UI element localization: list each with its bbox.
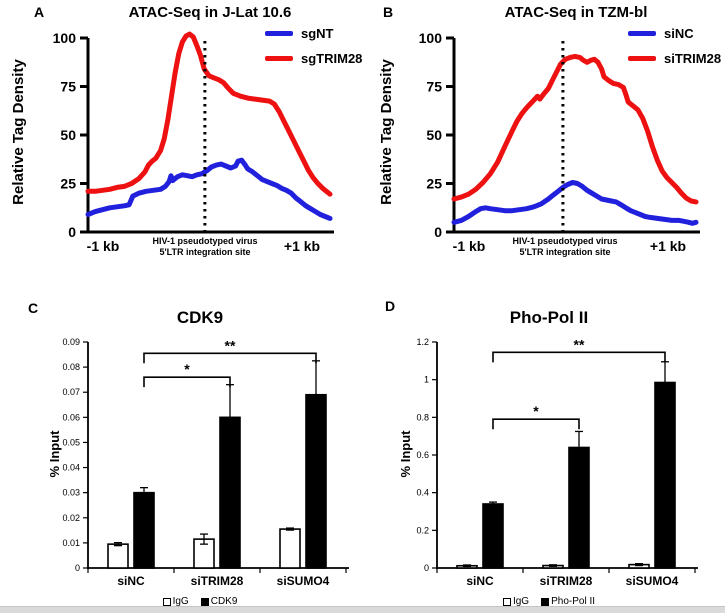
svg-text:siTRIM28: siTRIM28 bbox=[540, 574, 593, 588]
svg-text:1: 1 bbox=[424, 375, 429, 385]
svg-text:siSUMO4: siSUMO4 bbox=[277, 574, 330, 588]
panel-c-chart: 0 0.01 0.02 0.03 0.04 0.05 0.06 0.07 0.08 0.09 siN… bbox=[62, 337, 349, 588]
svg-text:0.08: 0.08 bbox=[62, 362, 80, 372]
panel-b-letter: B bbox=[383, 4, 394, 20]
svg-text:25: 25 bbox=[60, 176, 76, 192]
svg-text:25: 25 bbox=[426, 176, 442, 192]
sgnt-line-swatch bbox=[265, 30, 293, 36]
panel-b-xlabel-right: +1 kb bbox=[649, 238, 687, 254]
igg-label: IgG bbox=[172, 596, 189, 607]
panel-a-legend: sgNT sgTRIM28 bbox=[265, 26, 362, 76]
igg-label: IgG bbox=[512, 596, 530, 607]
panel-b-xlabel-center-line1: HIV-1 pseudotyped virus bbox=[512, 236, 618, 246]
svg-text:siTRIM28: siTRIM28 bbox=[191, 574, 244, 588]
svg-text:0.6: 0.6 bbox=[416, 450, 429, 460]
panel-c-legend: IgG CDK9 bbox=[40, 596, 360, 607]
panel-b-chart: 0 25 50 75 100 bbox=[419, 30, 700, 240]
panel-b-y-axis-label: Relative Tag Density bbox=[378, 59, 395, 205]
panel-a-chart: 0 25 50 75 100 bbox=[53, 30, 334, 240]
svg-text:100: 100 bbox=[419, 30, 443, 46]
svg-text:0.06: 0.06 bbox=[62, 412, 80, 422]
legend-item-sgtrim28: sgTRIM28 bbox=[265, 50, 363, 66]
panel-a-xlabel-right: +1 kb bbox=[283, 238, 321, 254]
svg-text:*: * bbox=[533, 403, 539, 419]
svg-text:0.03: 0.03 bbox=[62, 488, 80, 498]
svg-text:*: * bbox=[184, 361, 190, 377]
panel-b-title: ATAC-Seq in TZM-bl bbox=[504, 4, 648, 21]
svg-text:0.2: 0.2 bbox=[416, 525, 429, 535]
legend-item-sgnt: sgNT bbox=[265, 25, 362, 41]
panel-b: B ATAC-Seq in TZM-bl Relative Tag Densit… bbox=[363, 0, 725, 262]
panel-a: A ATAC-Seq in J-Lat 10.6 Relative Tag De… bbox=[0, 0, 363, 262]
panel-a-xlabel-center: HIV-1 pseudotyped virus 5'LTR integratio… bbox=[135, 236, 275, 258]
svg-text:**: ** bbox=[225, 337, 236, 353]
window-bottom-edge bbox=[0, 606, 725, 613]
svg-text:75: 75 bbox=[60, 79, 76, 95]
igg-open-square-swatch bbox=[162, 597, 171, 606]
svg-text:0.8: 0.8 bbox=[416, 412, 429, 422]
cdk9-filled-square-swatch bbox=[200, 597, 209, 606]
svg-text:0.01: 0.01 bbox=[62, 538, 80, 548]
svg-text:0.4: 0.4 bbox=[416, 488, 429, 498]
sgnt-label: sgNT bbox=[301, 25, 334, 41]
svg-text:75: 75 bbox=[426, 79, 442, 95]
sinc-line-swatch bbox=[628, 30, 656, 36]
panel-c: C CDK9 % Input 0 0.01 0.02 0.03 0.04 0.05 0.06… bbox=[0, 270, 363, 610]
panel-b-xlabel-center-line2: 5'LTR integration site bbox=[519, 246, 611, 257]
svg-text:**: ** bbox=[574, 336, 585, 352]
pho-pol-ii-filled-square-swatch bbox=[541, 597, 550, 606]
panel-a-xlabel-center-line2: 5'LTR integration site bbox=[159, 246, 251, 257]
legend-item-cdk9: CDK9 bbox=[200, 596, 238, 607]
panel-b-legend: siNC siTRIM28 bbox=[628, 26, 721, 76]
svg-text:100: 100 bbox=[53, 30, 77, 46]
sinc-label: siNC bbox=[664, 25, 694, 41]
panel-d-title: Pho-Pol II bbox=[509, 308, 589, 327]
panel-b-xlabel-center: HIV-1 pseudotyped virus 5'LTR integratio… bbox=[495, 236, 635, 258]
panel-c-title: CDK9 bbox=[176, 308, 224, 327]
sgtrim28-line-swatch bbox=[265, 55, 293, 61]
svg-text:0: 0 bbox=[75, 563, 80, 573]
svg-text:1.2: 1.2 bbox=[416, 337, 429, 347]
svg-text:0.02: 0.02 bbox=[62, 513, 80, 523]
panel-d-letter: D bbox=[385, 298, 396, 314]
svg-text:0: 0 bbox=[424, 563, 429, 573]
legend-item-pho-pol-ii: Pho-Pol II bbox=[541, 596, 595, 607]
svg-text:0.05: 0.05 bbox=[62, 437, 80, 447]
svg-text:0: 0 bbox=[68, 224, 76, 240]
svg-text:siNC: siNC bbox=[466, 574, 494, 588]
panel-c-letter: C bbox=[28, 300, 39, 316]
sitrim28-line-swatch bbox=[628, 55, 656, 61]
legend-item-sinc: siNC bbox=[628, 25, 721, 41]
sgtrim28-label: sgTRIM28 bbox=[301, 50, 363, 66]
svg-text:siNC: siNC bbox=[117, 574, 145, 588]
svg-text:50: 50 bbox=[426, 127, 442, 143]
panel-d: D Pho-Pol II % Input 0 0.2 0.4 0.6 0.8 1 1.2 si… bbox=[363, 270, 725, 610]
legend-item-igg: IgG bbox=[502, 596, 530, 607]
sitrim28-label: siTRIM28 bbox=[664, 50, 722, 66]
panel-a-xlabel-center-line1: HIV-1 pseudotyped virus bbox=[152, 236, 258, 246]
svg-text:0.04: 0.04 bbox=[62, 463, 80, 473]
svg-text:0.07: 0.07 bbox=[62, 387, 80, 397]
igg-open-square-swatch bbox=[502, 597, 511, 606]
svg-text:0: 0 bbox=[434, 224, 442, 240]
panel-a-title: ATAC-Seq in J-Lat 10.6 bbox=[128, 4, 292, 21]
panel-d-legend: IgG Pho-Pol II bbox=[389, 596, 709, 607]
legend-item-sitrim28: siTRIM28 bbox=[628, 50, 722, 66]
panel-a-xlabel-left: -1 kb bbox=[86, 238, 120, 254]
panel-a-y-axis-label: Relative Tag Density bbox=[10, 59, 27, 205]
svg-text:50: 50 bbox=[60, 127, 76, 143]
pho-pol-ii-label: Pho-Pol II bbox=[551, 596, 596, 607]
panel-b-xlabel-left: -1 kb bbox=[452, 238, 486, 254]
svg-text:siSUMO4: siSUMO4 bbox=[626, 574, 679, 588]
legend-item-igg: IgG bbox=[162, 596, 189, 607]
svg-text:0.09: 0.09 bbox=[62, 337, 80, 347]
panel-a-letter: A bbox=[34, 4, 45, 20]
cdk9-label: CDK9 bbox=[210, 596, 238, 607]
